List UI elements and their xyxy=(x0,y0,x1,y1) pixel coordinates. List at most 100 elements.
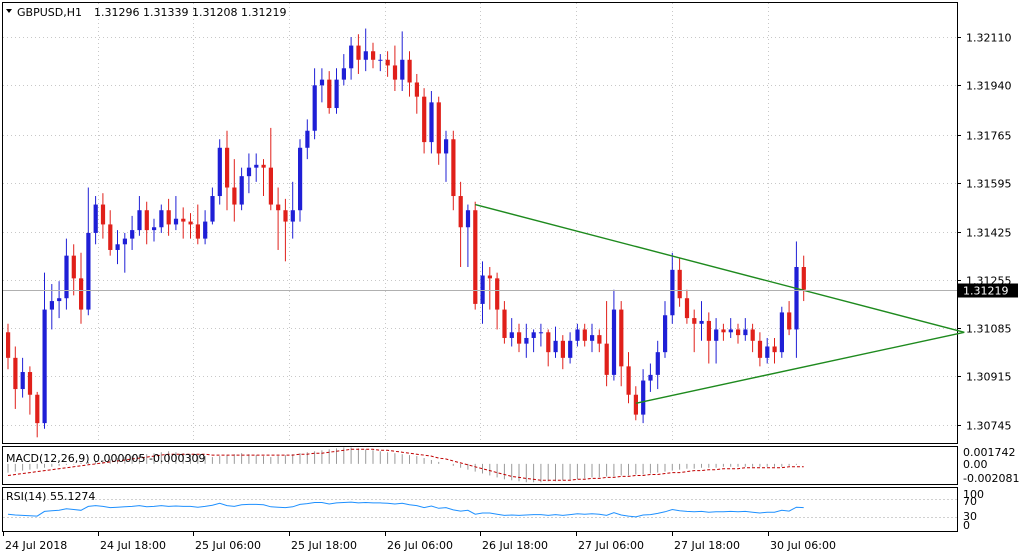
triangle-lower-trendline xyxy=(635,331,965,404)
candle-body xyxy=(57,298,62,302)
bearish-candle xyxy=(276,187,281,250)
candle-body xyxy=(684,298,690,319)
bearish-candle xyxy=(750,323,755,353)
candle-body xyxy=(487,275,492,279)
bullish-candle xyxy=(20,357,25,398)
bullish-candle xyxy=(590,323,595,353)
bullish-candle xyxy=(64,238,69,310)
candle-body xyxy=(42,309,47,424)
candle-body xyxy=(509,332,514,338)
bearish-candle xyxy=(356,34,361,74)
bearish-candle xyxy=(371,42,376,69)
candle-body xyxy=(714,329,719,341)
candle-body xyxy=(495,278,500,310)
bearish-candle xyxy=(801,255,806,302)
bearish-candle xyxy=(100,193,106,239)
rsi-line xyxy=(7,501,804,518)
candle-body xyxy=(728,329,733,333)
candle-body xyxy=(641,380,646,415)
time-tick-label: 26 Jul 18:00 xyxy=(482,539,548,552)
macd-axis-label: 0.001742 xyxy=(963,446,1016,459)
candle-body xyxy=(108,224,113,250)
bearish-candle xyxy=(35,391,40,438)
candle-body xyxy=(71,255,76,279)
candle-body xyxy=(210,196,215,222)
candle-body xyxy=(451,139,456,197)
candle-body xyxy=(327,79,332,109)
symbol-dropdown-icon[interactable] xyxy=(6,9,12,13)
bearish-candle xyxy=(392,45,398,91)
bullish-candle xyxy=(699,301,704,341)
bearish-candle xyxy=(108,210,113,256)
candle-body xyxy=(611,309,617,375)
bearish-candle xyxy=(458,181,463,267)
macd-axis-label: 0.00 xyxy=(963,458,988,471)
bearish-candle xyxy=(436,96,441,165)
candle-body xyxy=(341,68,346,80)
price-tick-label: 1.31595 xyxy=(966,178,1012,191)
bearish-candle xyxy=(414,73,419,114)
bearish-candle xyxy=(677,258,682,307)
candle-body xyxy=(290,210,295,222)
candle-body xyxy=(137,210,142,231)
candle-body xyxy=(801,267,806,290)
candle-body xyxy=(553,340,558,353)
candle-body xyxy=(575,329,580,341)
candle-body xyxy=(385,59,390,66)
bullish-candle xyxy=(239,167,244,211)
candle-body xyxy=(560,340,565,358)
triangle-pattern xyxy=(475,203,965,404)
bullish-candle xyxy=(93,196,98,245)
price-tick-label: 1.31940 xyxy=(966,80,1012,93)
candle-body xyxy=(79,278,84,310)
bullish-candle xyxy=(641,369,646,424)
candle-body xyxy=(517,332,522,344)
bearish-candle xyxy=(626,352,631,404)
candle-body xyxy=(312,85,317,131)
candle-body xyxy=(254,164,259,168)
ohlc-values: 1.31296 1.31339 1.31208 1.31219 xyxy=(94,6,286,19)
candle-body xyxy=(444,139,449,154)
rsi-panel-frame xyxy=(2,487,958,532)
bearish-candle xyxy=(692,309,697,353)
candle-body xyxy=(93,204,98,233)
bullish-candle xyxy=(553,326,558,358)
bullish-candle xyxy=(663,301,668,358)
bullish-candle xyxy=(115,230,120,265)
current-price-value: 1.31219 xyxy=(963,285,1009,298)
candle-body xyxy=(750,329,755,341)
candle-body xyxy=(268,167,273,205)
candle-body xyxy=(422,96,427,143)
bullish-candle xyxy=(531,329,536,353)
bearish-candle xyxy=(517,323,522,353)
candle-body xyxy=(27,372,33,395)
candle-body xyxy=(363,51,368,60)
bearish-candle xyxy=(225,130,230,211)
bullish-candle xyxy=(130,215,135,250)
bearish-candle xyxy=(283,198,288,262)
bullish-candle xyxy=(363,28,368,72)
candle-body xyxy=(436,102,441,154)
candle-body xyxy=(568,340,573,358)
candle-body xyxy=(122,238,127,245)
candle-body xyxy=(794,267,799,330)
price-tick-label: 1.31085 xyxy=(966,323,1012,336)
candle-body xyxy=(721,329,726,333)
rsi-axis-label: 70 xyxy=(963,495,977,508)
bullish-candle xyxy=(122,232,127,273)
candle-body xyxy=(349,45,354,69)
bullish-candle xyxy=(779,306,784,358)
bearish-candle xyxy=(597,329,602,353)
bullish-candle xyxy=(137,196,142,236)
bearish-candle xyxy=(787,301,792,336)
candle-body xyxy=(49,301,54,310)
macd-axis-label: -0.002081 xyxy=(963,472,1019,485)
candle-body xyxy=(225,147,230,188)
bullish-candle xyxy=(246,153,252,194)
bullish-candle xyxy=(728,318,733,338)
bearish-candle xyxy=(71,244,76,296)
bullish-candle xyxy=(305,119,310,160)
candle-body xyxy=(283,210,288,222)
